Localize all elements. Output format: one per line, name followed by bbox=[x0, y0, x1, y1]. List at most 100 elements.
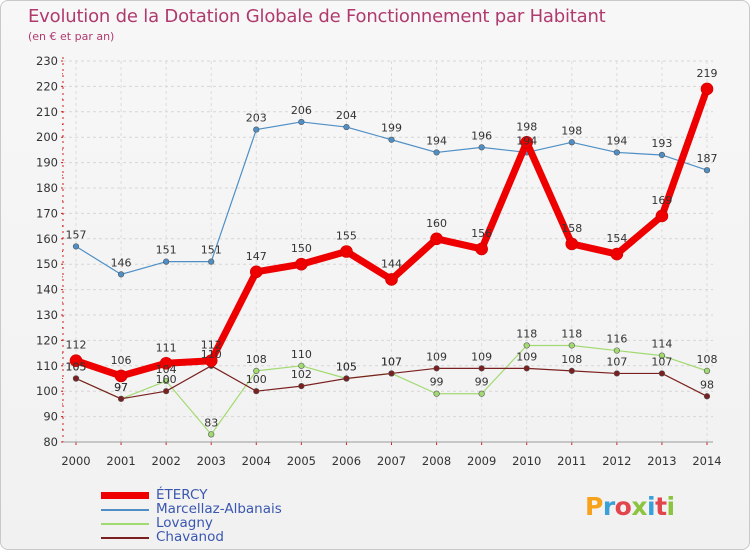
data-point--tercy bbox=[520, 135, 534, 149]
data-label: 83 bbox=[204, 416, 218, 429]
data-point-lovagny bbox=[298, 362, 305, 369]
data-point-marcellaz-albanais bbox=[253, 126, 260, 133]
data-label: 194 bbox=[516, 134, 537, 147]
data-label: 199 bbox=[381, 122, 402, 135]
data-label: 206 bbox=[291, 104, 312, 117]
data-label: 156 bbox=[471, 227, 492, 240]
x-tick-label: 2011 bbox=[557, 454, 586, 468]
data-label: 110 bbox=[201, 348, 222, 361]
data-label: 116 bbox=[606, 333, 627, 346]
data-label: 204 bbox=[336, 109, 357, 122]
legend-label-marcellaz: Marcellaz-Albanais bbox=[156, 501, 282, 517]
data-label: 151 bbox=[156, 244, 177, 257]
y-tick-label: 190 bbox=[36, 156, 58, 170]
logo-letter: i bbox=[666, 492, 676, 521]
data-point-lovagny bbox=[253, 367, 260, 374]
x-tick-label: 2003 bbox=[197, 454, 226, 468]
y-tick-label: 200 bbox=[36, 130, 58, 144]
data-point-marcellaz-albanais bbox=[478, 144, 485, 151]
data-point-chavanod bbox=[117, 395, 125, 402]
data-point-lovagny bbox=[703, 367, 711, 374]
logo-letter: x bbox=[631, 492, 647, 521]
y-tick-label: 170 bbox=[36, 206, 58, 220]
data-label: 105 bbox=[66, 361, 87, 374]
data-point-marcellaz-albanais bbox=[163, 258, 170, 265]
data-label: 169 bbox=[651, 194, 672, 207]
data-point-marcellaz-albanais bbox=[208, 258, 215, 265]
y-tick-label: 210 bbox=[36, 105, 58, 119]
y-tick-label: 230 bbox=[36, 54, 58, 68]
data-label: 108 bbox=[697, 353, 718, 366]
x-tick-label: 2014 bbox=[692, 454, 721, 468]
data-point-chavanod bbox=[433, 365, 440, 372]
data-label: 102 bbox=[291, 368, 312, 381]
data-point-marcellaz-albanais bbox=[658, 151, 666, 159]
x-tick-label: 2005 bbox=[287, 454, 316, 468]
x-tick-label: 2001 bbox=[106, 454, 135, 468]
data-label: 118 bbox=[516, 327, 537, 340]
y-tick-label: 120 bbox=[36, 333, 58, 347]
y-tick-label: 100 bbox=[36, 384, 58, 398]
data-point--tercy bbox=[69, 354, 83, 368]
data-label: 112 bbox=[66, 339, 87, 352]
data-point--tercy bbox=[295, 257, 308, 271]
data-point--tercy bbox=[700, 82, 714, 96]
data-point-marcellaz-albanais bbox=[117, 271, 125, 278]
data-label: 219 bbox=[697, 67, 718, 80]
data-point--tercy bbox=[655, 209, 669, 223]
y-tick-label: 180 bbox=[36, 181, 58, 195]
data-point-chavanod bbox=[478, 365, 485, 372]
data-label: 151 bbox=[201, 244, 222, 257]
data-label: 114 bbox=[651, 338, 672, 351]
x-tick-label: 2002 bbox=[152, 454, 181, 468]
data-point-marcellaz-albanais bbox=[388, 136, 395, 143]
x-tick-label: 2007 bbox=[377, 454, 406, 468]
data-point-marcellaz-albanais bbox=[568, 139, 575, 146]
data-point-lovagny bbox=[658, 352, 666, 359]
data-label: 154 bbox=[606, 232, 627, 245]
data-point-marcellaz-albanais bbox=[298, 118, 305, 126]
data-label: 100 bbox=[156, 373, 177, 386]
data-label: 194 bbox=[426, 134, 447, 147]
data-label: 108 bbox=[561, 353, 582, 366]
data-point-chavanod bbox=[568, 367, 575, 374]
y-tick-label: 110 bbox=[36, 359, 58, 373]
data-label: 109 bbox=[516, 350, 537, 363]
data-label: 106 bbox=[111, 354, 132, 367]
data-label: 105 bbox=[336, 361, 357, 374]
data-point-marcellaz-albanais bbox=[72, 243, 80, 250]
x-tick-label: 2008 bbox=[422, 454, 451, 468]
data-point-lovagny bbox=[568, 342, 575, 349]
data-label: 118 bbox=[561, 327, 582, 340]
logo-letter: P bbox=[585, 492, 603, 521]
data-point-lovagny bbox=[163, 377, 170, 385]
data-label: 98 bbox=[700, 378, 714, 391]
x-tick-label: 2000 bbox=[61, 454, 90, 468]
data-label: 107 bbox=[606, 355, 627, 368]
x-tick-label: 2004 bbox=[242, 454, 271, 468]
x-tick-label: 2006 bbox=[332, 454, 361, 468]
logo-letter: i bbox=[647, 492, 656, 521]
y-tick-label: 220 bbox=[36, 79, 58, 93]
y-tick-label: 140 bbox=[36, 283, 58, 297]
data-point--tercy bbox=[475, 242, 488, 256]
data-point--tercy bbox=[204, 354, 218, 368]
chart-title: Evolution de la Dotation Globale de Fonc… bbox=[28, 6, 606, 27]
y-tick-label: 130 bbox=[36, 308, 58, 322]
data-point-lovagny bbox=[208, 431, 215, 438]
data-point-chavanod bbox=[298, 383, 305, 390]
data-point-marcellaz-albanais bbox=[343, 123, 350, 131]
logo-letter: t bbox=[655, 492, 667, 521]
data-label: 157 bbox=[66, 228, 87, 241]
data-label: 194 bbox=[606, 134, 627, 147]
y-tick-label: 150 bbox=[36, 257, 58, 271]
data-point-chavanod bbox=[253, 388, 260, 395]
data-label: 112 bbox=[201, 339, 222, 352]
data-label: 109 bbox=[426, 350, 447, 363]
data-point-chavanod bbox=[343, 375, 350, 382]
data-label: 105 bbox=[336, 361, 357, 374]
data-label: 187 bbox=[697, 152, 718, 165]
data-point-lovagny bbox=[523, 342, 530, 349]
